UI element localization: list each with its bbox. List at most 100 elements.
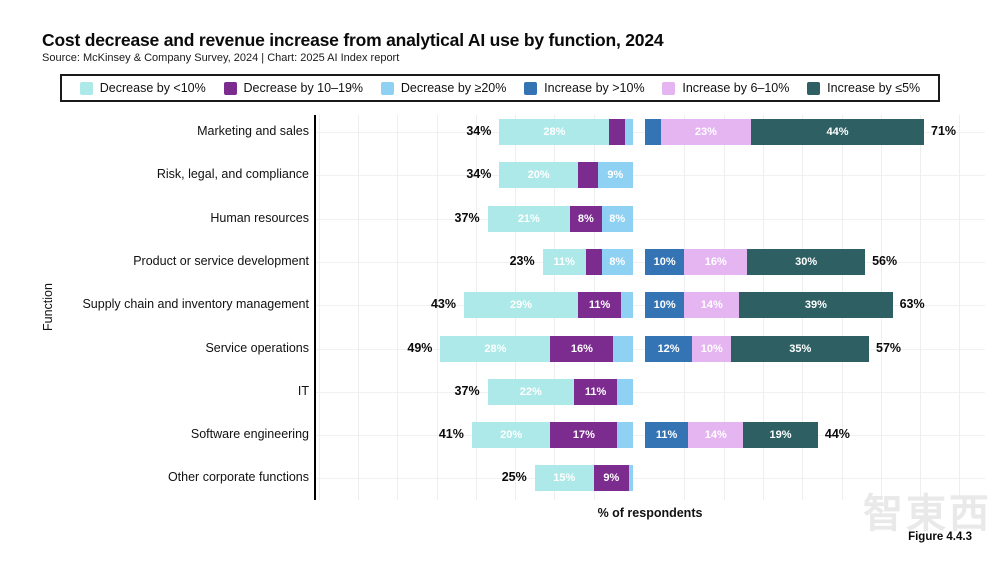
y-axis-label: Function <box>41 283 55 332</box>
bar-segment-dec_lt10: 22% <box>487 378 575 405</box>
bar-segment-value: 23% <box>694 126 717 138</box>
bar-stack: 28% <box>499 119 633 145</box>
category-label: Human resources <box>210 210 309 225</box>
bar-segment-value: 14% <box>700 299 723 312</box>
bar-segment-value: 11% <box>588 299 611 312</box>
bar-segment-inc_6_10: 14% <box>684 292 740 319</box>
bar-segment-value: 28% <box>543 126 566 138</box>
y-axis-line <box>314 115 316 500</box>
bar-segment-dec_10_19: 8% <box>570 205 602 232</box>
bar-segment-dec_lt10: 28% <box>499 119 610 145</box>
bar-segment-value: 21% <box>517 212 540 225</box>
bar-segment-dec_10_19: 11% <box>577 292 622 319</box>
bar-segment-dec_10_19: 11% <box>574 378 618 405</box>
decrease-total-label: 25% <box>501 470 527 485</box>
gridline-vertical <box>357 115 359 500</box>
bar-segment-value: 10% <box>653 255 676 268</box>
gridline-vertical <box>436 115 438 500</box>
bar-segment-value: 16% <box>704 255 727 268</box>
bar-segment-inc_le5: 35% <box>731 335 869 362</box>
bar-stack: 15% 9% <box>534 465 633 492</box>
bar-segment-dec_ge20 <box>621 292 633 319</box>
bar-segment-inc_6_10: 14% <box>688 422 744 449</box>
category-label: Other corporate functions <box>167 470 309 485</box>
bar-segment-dec_lt10: 15% <box>534 465 594 492</box>
bar-segment-dec_10_19: 9% <box>593 465 630 492</box>
legend-item-dec_ge20: Decrease by ≥20% <box>380 81 507 95</box>
bar-segment-inc_gt10: 10% <box>645 292 685 319</box>
legend-item-inc_le5: Increase by ≤5% <box>807 81 920 95</box>
gridline-horizontal <box>315 478 985 480</box>
bar-segment-dec_lt10: 29% <box>464 292 578 319</box>
legend-swatch-inc_gt10 <box>524 81 538 95</box>
bar-segment-dec_10_19 <box>585 248 602 275</box>
bar-segment-dec_lt10: 11% <box>542 248 586 275</box>
increase-total-label: 57% <box>876 340 902 355</box>
legend-swatch-inc_le5 <box>807 81 821 95</box>
bar-segment-inc_gt10: 12% <box>645 335 693 362</box>
legend-label-inc_le5: Increase by ≤5% <box>827 81 921 95</box>
decrease-total-label: 34% <box>466 124 492 138</box>
bar-segment-inc_gt10 <box>645 119 661 145</box>
bar-stack: 10% 16% 30% <box>645 248 866 275</box>
bar-segment-value: 19% <box>769 429 792 442</box>
bar-segment-dec_ge20: 9% <box>597 162 633 189</box>
bar-segment-value: 17% <box>572 429 595 442</box>
decrease-total-label: 43% <box>430 297 456 312</box>
legend-label-dec_10_19: Decrease by 10–19% <box>243 81 364 95</box>
bar-segment-value: 9% <box>607 169 624 182</box>
gridline-vertical <box>318 115 320 500</box>
gridline-vertical <box>959 115 961 500</box>
bar-segment-inc_le5: 44% <box>751 119 924 145</box>
bar-segment-value: 44% <box>826 126 849 138</box>
bar-segment-dec_10_19: 16% <box>550 335 614 362</box>
bar-segment-value: 10% <box>700 342 723 355</box>
increase-total-label: 56% <box>872 253 898 268</box>
gridline-vertical <box>920 115 922 500</box>
bar-segment-dec_lt10: 20% <box>471 422 551 449</box>
bar-segment-dec_lt10: 20% <box>499 162 578 189</box>
bar-segment-value: 15% <box>553 472 576 485</box>
bar-stack: 20% 17% <box>471 422 633 449</box>
bar-segment-inc_6_10: 16% <box>684 248 748 275</box>
chart-title: Cost decrease and revenue increase from … <box>42 30 664 50</box>
bar-segment-dec_10_19 <box>577 162 598 189</box>
bar-segment-value: 12% <box>657 342 680 355</box>
bar-stack: 21% 8% 8% <box>487 205 633 232</box>
decrease-total-label: 37% <box>454 210 480 225</box>
legend-item-inc_6_10: Increase by 6–10% <box>662 81 789 95</box>
decrease-total-label: 37% <box>454 383 480 398</box>
bar-segment-dec_ge20 <box>617 378 633 405</box>
decrease-total-label: 34% <box>466 167 492 182</box>
bar-stack: 12% 10% 35% <box>645 335 869 362</box>
bar-segment-dec_10_19: 17% <box>550 422 618 449</box>
category-label: Service operations <box>205 340 309 355</box>
bar-segment-inc_le5: 30% <box>747 248 866 275</box>
bar-segment-value: 11% <box>553 255 575 268</box>
bar-segment-value: 10% <box>653 299 676 312</box>
bar-stack: 20% 9% <box>499 162 633 189</box>
decrease-total-label: 49% <box>407 340 433 355</box>
bar-segment-value: 8% <box>609 212 626 225</box>
increase-total-label: 71% <box>931 124 957 138</box>
category-label: Marketing and sales <box>197 124 309 138</box>
bar-segment-value: 29% <box>509 299 532 312</box>
legend-label-inc_gt10: Increase by >10% <box>544 81 645 95</box>
bar-segment-inc_gt10: 11% <box>645 422 689 449</box>
bar-segment-dec_ge20: 8% <box>601 248 633 275</box>
bar-stack: 11% 8% <box>542 248 633 275</box>
bar-segment-inc_6_10: 10% <box>692 335 732 362</box>
decrease-total-label: 23% <box>509 253 535 268</box>
gridline-horizontal <box>315 218 985 220</box>
bar-segment-value: 8% <box>609 255 626 268</box>
bar-segment-value: 14% <box>704 429 727 442</box>
bar-segment-dec_ge20 <box>617 422 633 449</box>
bar-stack: 29% 11% <box>464 292 633 319</box>
legend-label-dec_ge20: Decrease by ≥20% <box>400 81 507 95</box>
gridline-horizontal <box>315 391 985 393</box>
bar-segment-value: 20% <box>500 429 523 442</box>
bar-segment-dec_ge20: 8% <box>601 205 633 232</box>
category-label: Product or service development <box>133 253 309 268</box>
bar-segment-value: 30% <box>795 255 818 268</box>
